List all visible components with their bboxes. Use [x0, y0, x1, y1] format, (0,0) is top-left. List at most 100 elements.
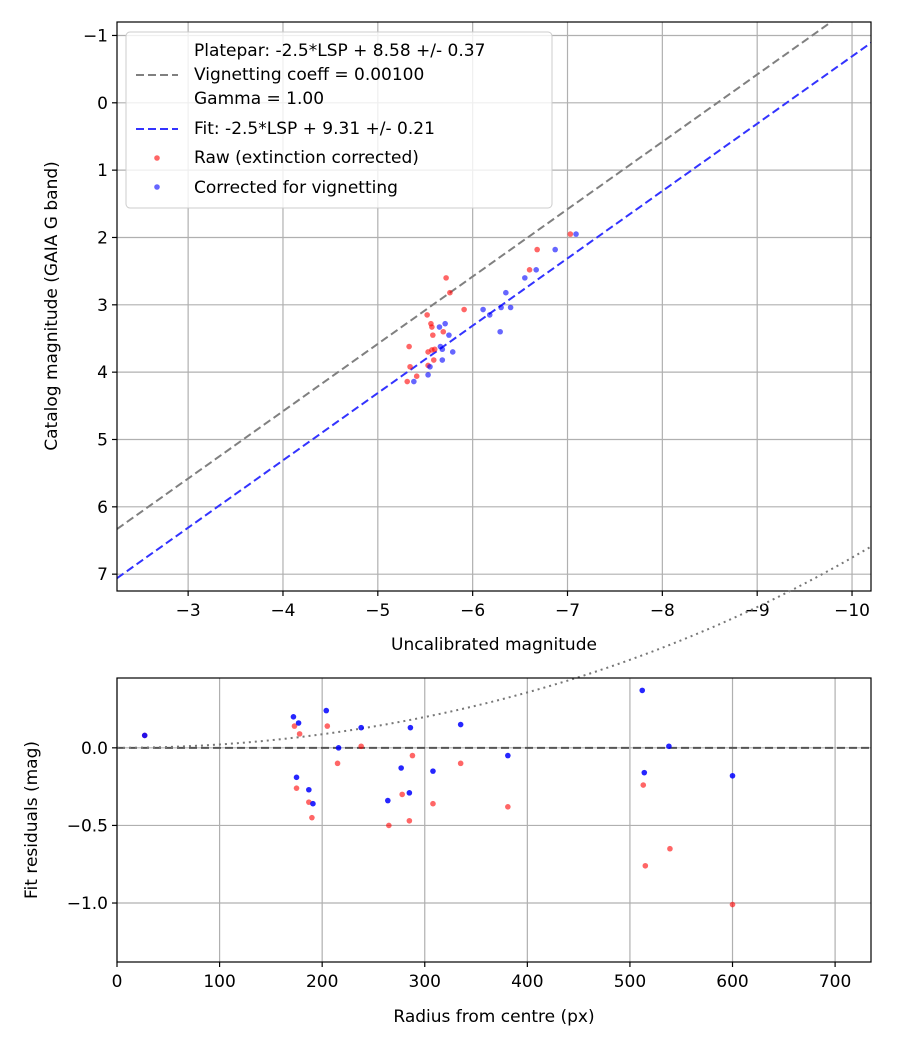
- calibration-y-tick-label: 0: [97, 94, 108, 114]
- raw-residual-point: [334, 760, 341, 767]
- corrected-point: [449, 349, 456, 355]
- calibration-y-tick-label: 2: [97, 228, 108, 248]
- calibration-y-tick-label: −1: [83, 26, 108, 46]
- raw-residual-point: [642, 862, 649, 869]
- raw-residual-point: [293, 785, 300, 791]
- raw-residual-point: [291, 723, 298, 729]
- residuals-plot-area: [117, 678, 871, 962]
- raw-point: [440, 328, 447, 335]
- raw-residual-point: [640, 782, 647, 788]
- corrected-point: [439, 357, 446, 363]
- corrected-residual-point: [335, 745, 342, 751]
- residuals-x-tick-label: 300: [409, 972, 441, 992]
- corrected-point: [486, 312, 493, 318]
- corrected-residual-point: [293, 774, 300, 781]
- calibration-y-tick-label: 4: [97, 363, 108, 383]
- residuals-y-tick-label: 0.0: [81, 739, 108, 759]
- corrected-point: [573, 231, 579, 237]
- residuals-ylabel: Fit residuals (mag): [22, 741, 42, 899]
- residuals-x-tick-label: 700: [819, 972, 851, 992]
- residuals-chart: 0 100 200 300 400 500 600 700 0.0 −0.5 −1.0 Radius…: [22, 545, 872, 1027]
- raw-point: [526, 267, 533, 273]
- corrected-point: [411, 378, 417, 385]
- calibration-y-tick-label: 7: [97, 565, 108, 585]
- corrected-residual-point: [398, 765, 404, 771]
- residuals-x-tick-label: 400: [511, 972, 543, 992]
- raw-point: [407, 363, 413, 370]
- corrected-residual-point: [430, 768, 436, 774]
- calibration-y-tick-label: 1: [97, 161, 108, 181]
- legend-raw-marker-icon: [154, 155, 160, 161]
- raw-point: [461, 306, 467, 313]
- raw-residual-point: [505, 804, 511, 810]
- calibration-x-tick-label: −9: [745, 601, 770, 621]
- calibration-points: [404, 231, 579, 385]
- calibration-y-tick-label: 6: [97, 498, 108, 518]
- corrected-point: [436, 324, 443, 330]
- raw-point: [430, 332, 436, 338]
- corrected-residual-point: [141, 732, 148, 739]
- raw-point: [443, 275, 449, 281]
- corrected-residual-point: [639, 687, 646, 694]
- corrected-residual-point: [729, 772, 736, 779]
- calibration-x-tick-label: −6: [460, 601, 485, 621]
- legend: Platepar: -2.5*LSP + 8.58 +/- 0.37 Vigne…: [125, 31, 553, 209]
- raw-residual-point: [729, 901, 736, 908]
- corrected-residual-point: [358, 724, 364, 731]
- calibration-plot-frame: [116, 21, 872, 592]
- residuals-xlabel: Radius from centre (px): [393, 1007, 594, 1027]
- calibration-x-tick-label: −4: [270, 601, 295, 621]
- corrected-point: [425, 372, 431, 378]
- corrected-residual-point: [385, 797, 391, 804]
- corrected-point: [497, 328, 503, 335]
- calibration-line-platepar: [117, 22, 833, 530]
- corrected-point: [533, 267, 540, 273]
- raw-residual-point: [358, 743, 364, 750]
- residuals-points: [141, 687, 736, 908]
- residuals-y-tick-label: −1.0: [67, 894, 108, 914]
- calibration-x-tick-label: −3: [176, 601, 201, 621]
- corrected-point: [480, 306, 486, 313]
- raw-point: [429, 324, 435, 330]
- corrected-residual-point: [306, 786, 312, 793]
- raw-point: [534, 246, 540, 253]
- legend-entry-vignetting: Vignetting coeff = 0.00100: [194, 65, 424, 85]
- calibration-xlabel: Uncalibrated magnitude: [391, 635, 597, 655]
- residuals-ticks: 0 100 200 300 400 500 600 700 0.0 −0.5 −1.0: [67, 739, 852, 992]
- corrected-point: [446, 332, 452, 338]
- raw-residual-point: [399, 791, 405, 798]
- residuals-x-tick-label: 600: [716, 972, 748, 992]
- corrected-point: [442, 320, 448, 327]
- corrected-residual-point: [457, 721, 464, 728]
- corrected-residual-point: [295, 720, 302, 726]
- legend-entry-platepar: Platepar: -2.5*LSP + 8.58 +/- 0.37: [194, 41, 485, 61]
- raw-residual-point: [406, 817, 413, 824]
- raw-residual-point: [409, 752, 416, 759]
- raw-residual-point: [386, 822, 392, 829]
- raw-residual-point: [457, 760, 464, 767]
- corrected-point: [503, 289, 509, 296]
- corrected-residual-point: [505, 752, 511, 759]
- legend-corrected-marker-icon: [154, 184, 160, 190]
- residuals-x-tick-label: 200: [306, 972, 338, 992]
- calibration-x-tick-label: −10: [834, 601, 870, 621]
- residuals-x-tick-label: 100: [203, 972, 235, 992]
- corrected-point: [498, 304, 504, 311]
- corrected-residual-point: [407, 724, 414, 731]
- raw-point: [413, 373, 420, 379]
- legend-entry-raw: Raw (extinction corrected): [194, 148, 419, 168]
- corrected-point: [507, 304, 514, 311]
- corrected-point: [439, 346, 446, 353]
- calibration-lines: [117, 22, 871, 580]
- raw-point: [404, 378, 411, 385]
- residuals-x-tick-label: 500: [614, 972, 646, 992]
- corrected-point: [552, 246, 558, 253]
- legend-entry-gamma: Gamma = 1.00: [194, 89, 324, 109]
- raw-point: [406, 343, 412, 350]
- calibration-ylabel: Catalog magnitude (GAIA G band): [42, 161, 62, 451]
- calibration-line-fit: [117, 42, 871, 580]
- corrected-point: [427, 363, 433, 370]
